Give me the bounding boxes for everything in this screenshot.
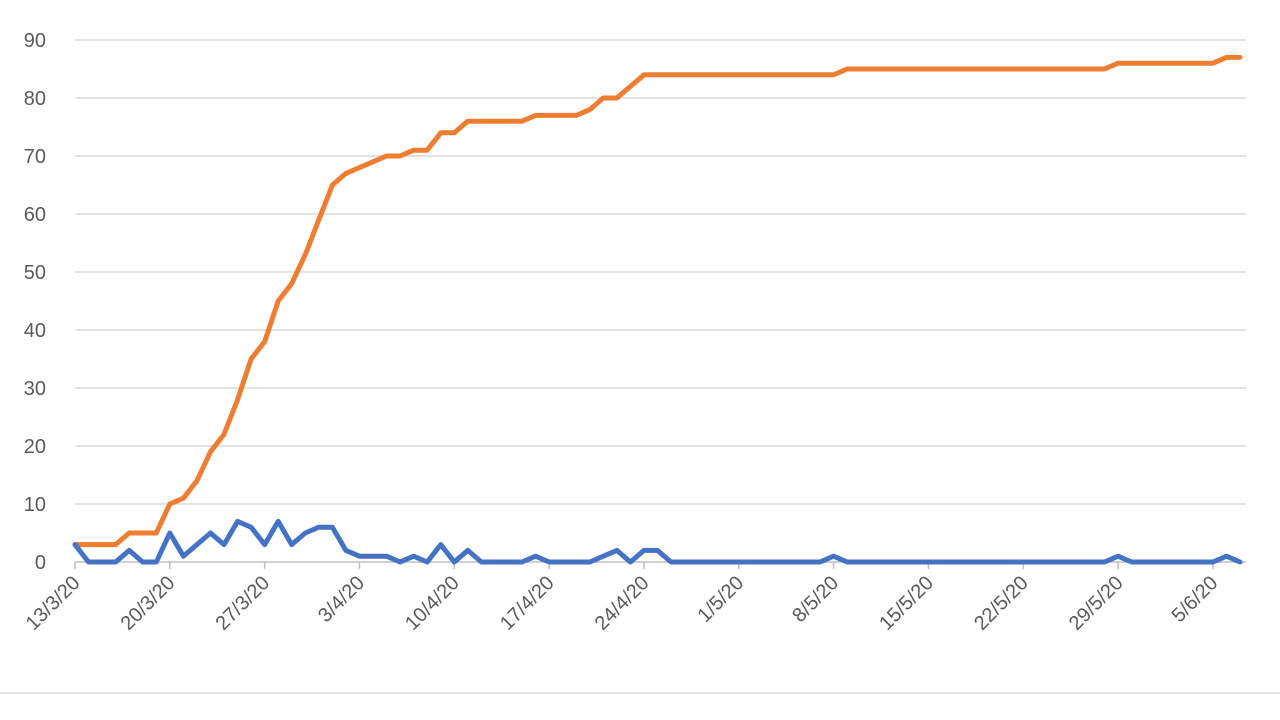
- series-line-2: [72, 518, 1243, 565]
- y-tick-label: 50: [24, 262, 46, 284]
- x-tick-label: 27/3/20: [211, 572, 274, 635]
- x-tick-label: 22/5/20: [970, 572, 1033, 635]
- x-tick-label: 5/6/20: [1168, 572, 1223, 627]
- x-tick-label: 3/4/20: [314, 572, 369, 627]
- x-tick-label: 13/3/20: [22, 572, 85, 635]
- gridlines: [75, 39, 1246, 505]
- x-tick-label: 15/5/20: [875, 572, 938, 635]
- x-tick-label: 8/5/20: [788, 572, 843, 627]
- y-tick-label: 60: [24, 204, 46, 226]
- y-axis-ticks: 0 10 20 30 40 50 60 70 80 90: [24, 30, 46, 574]
- series-lines: [72, 54, 1243, 565]
- y-tick-label: 70: [24, 146, 46, 168]
- x-tick-label: 1/5/20: [693, 572, 748, 627]
- y-tick-label: 10: [24, 494, 46, 516]
- x-tick-label: 17/4/20: [496, 572, 559, 635]
- y-tick-label: 0: [35, 552, 46, 574]
- y-tick-label: 20: [24, 436, 46, 458]
- y-tick-label: 30: [24, 378, 46, 400]
- y-tick-label: 40: [24, 320, 46, 342]
- divider: [0, 692, 1280, 694]
- x-tick-label: 29/5/20: [1065, 572, 1128, 635]
- x-tick-label: 24/4/20: [591, 572, 654, 635]
- series-line-1: [72, 54, 1243, 548]
- x-tick-label: 10/4/20: [401, 572, 464, 635]
- y-tick-label: 80: [24, 88, 46, 110]
- y-tick-label: 90: [24, 30, 46, 52]
- x-tick-label: 20/3/20: [117, 572, 180, 635]
- x-axis-ticks: 13/3/20 20/3/20 27/3/20 3/4/20 10/4/20 17/4/2…: [22, 572, 1223, 635]
